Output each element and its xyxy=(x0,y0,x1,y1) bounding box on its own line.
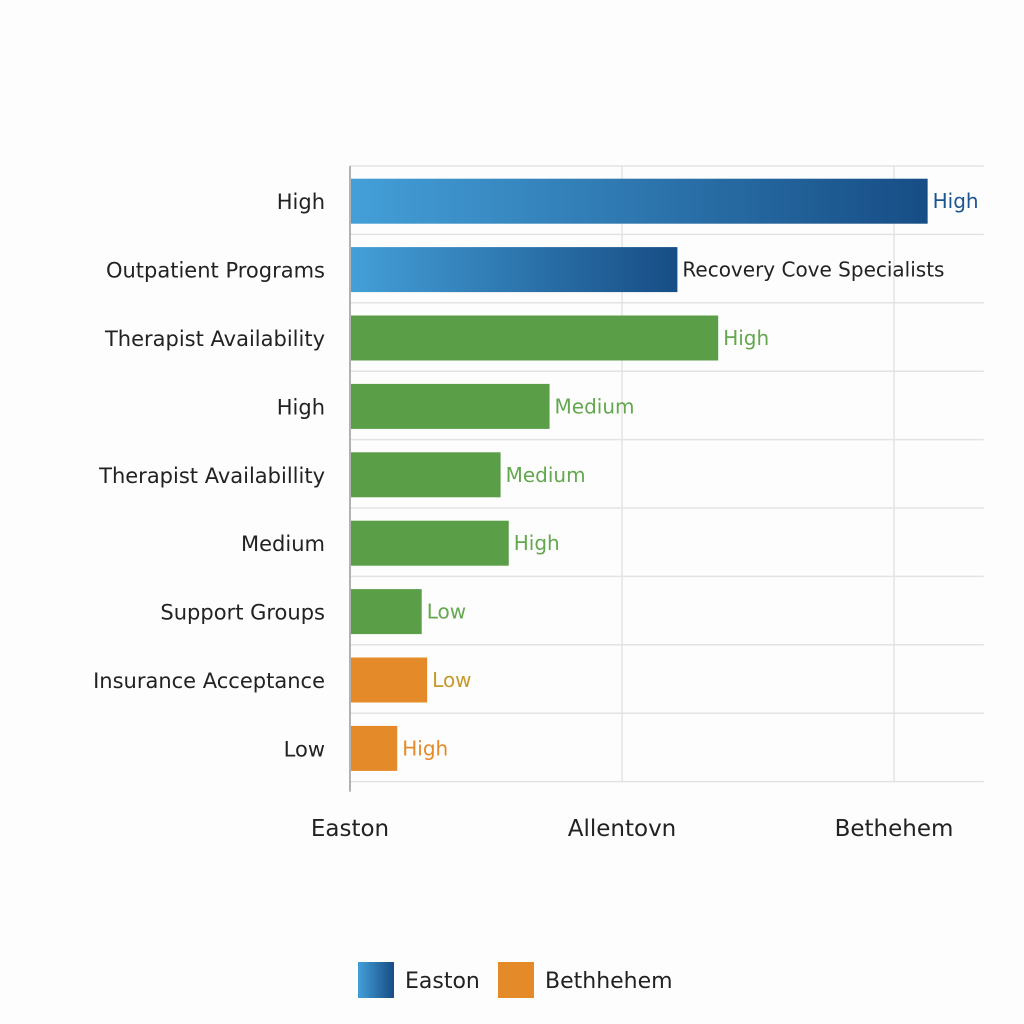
legend-label: Bethhehem xyxy=(545,969,673,994)
bar-data-label: Low xyxy=(432,668,471,692)
bar-data-label: Medium xyxy=(555,394,635,418)
y-category-label: Therapist Availabillity xyxy=(98,464,325,488)
bar-data-label: High xyxy=(933,189,979,213)
y-category-label: Outpatient Programs xyxy=(106,259,325,283)
bar xyxy=(351,178,928,224)
bar-data-label: Medium xyxy=(506,463,586,487)
bar-data-label: High xyxy=(723,326,769,350)
bar xyxy=(351,725,398,771)
y-category-label: Insurance Acceptance xyxy=(93,669,325,693)
x-tick-label: Easton xyxy=(311,816,389,842)
bar-data-label: High xyxy=(514,531,560,555)
legend-label: Easton xyxy=(405,969,480,994)
bar xyxy=(351,383,550,429)
x-tick-label: Allentovn xyxy=(568,816,677,842)
y-category-label: Therapist Availability xyxy=(104,327,325,351)
bar-data-label: Low xyxy=(427,600,466,624)
x-tick-label: Bethehem xyxy=(835,816,954,842)
bar xyxy=(351,657,428,703)
y-category-label: Low xyxy=(284,737,325,761)
y-category-label: High xyxy=(277,190,325,214)
bar-data-label: Recovery Cove Specialists xyxy=(682,258,944,282)
bar-data-label: High xyxy=(402,736,448,760)
bar xyxy=(351,520,509,566)
bar xyxy=(351,589,422,635)
legend-swatch xyxy=(358,962,394,998)
bars xyxy=(351,178,928,771)
bar xyxy=(351,452,501,498)
bar xyxy=(351,315,719,361)
legend: Easton Bethhehem xyxy=(358,962,673,998)
labels: Easton Allentovn Bethehem High High Outpatien… xyxy=(93,189,979,842)
y-category-label: Support Groups xyxy=(160,601,325,625)
y-category-label: High xyxy=(277,395,325,419)
bar xyxy=(351,247,678,293)
y-category-label: Medium xyxy=(241,532,325,556)
legend-swatch xyxy=(498,962,534,998)
